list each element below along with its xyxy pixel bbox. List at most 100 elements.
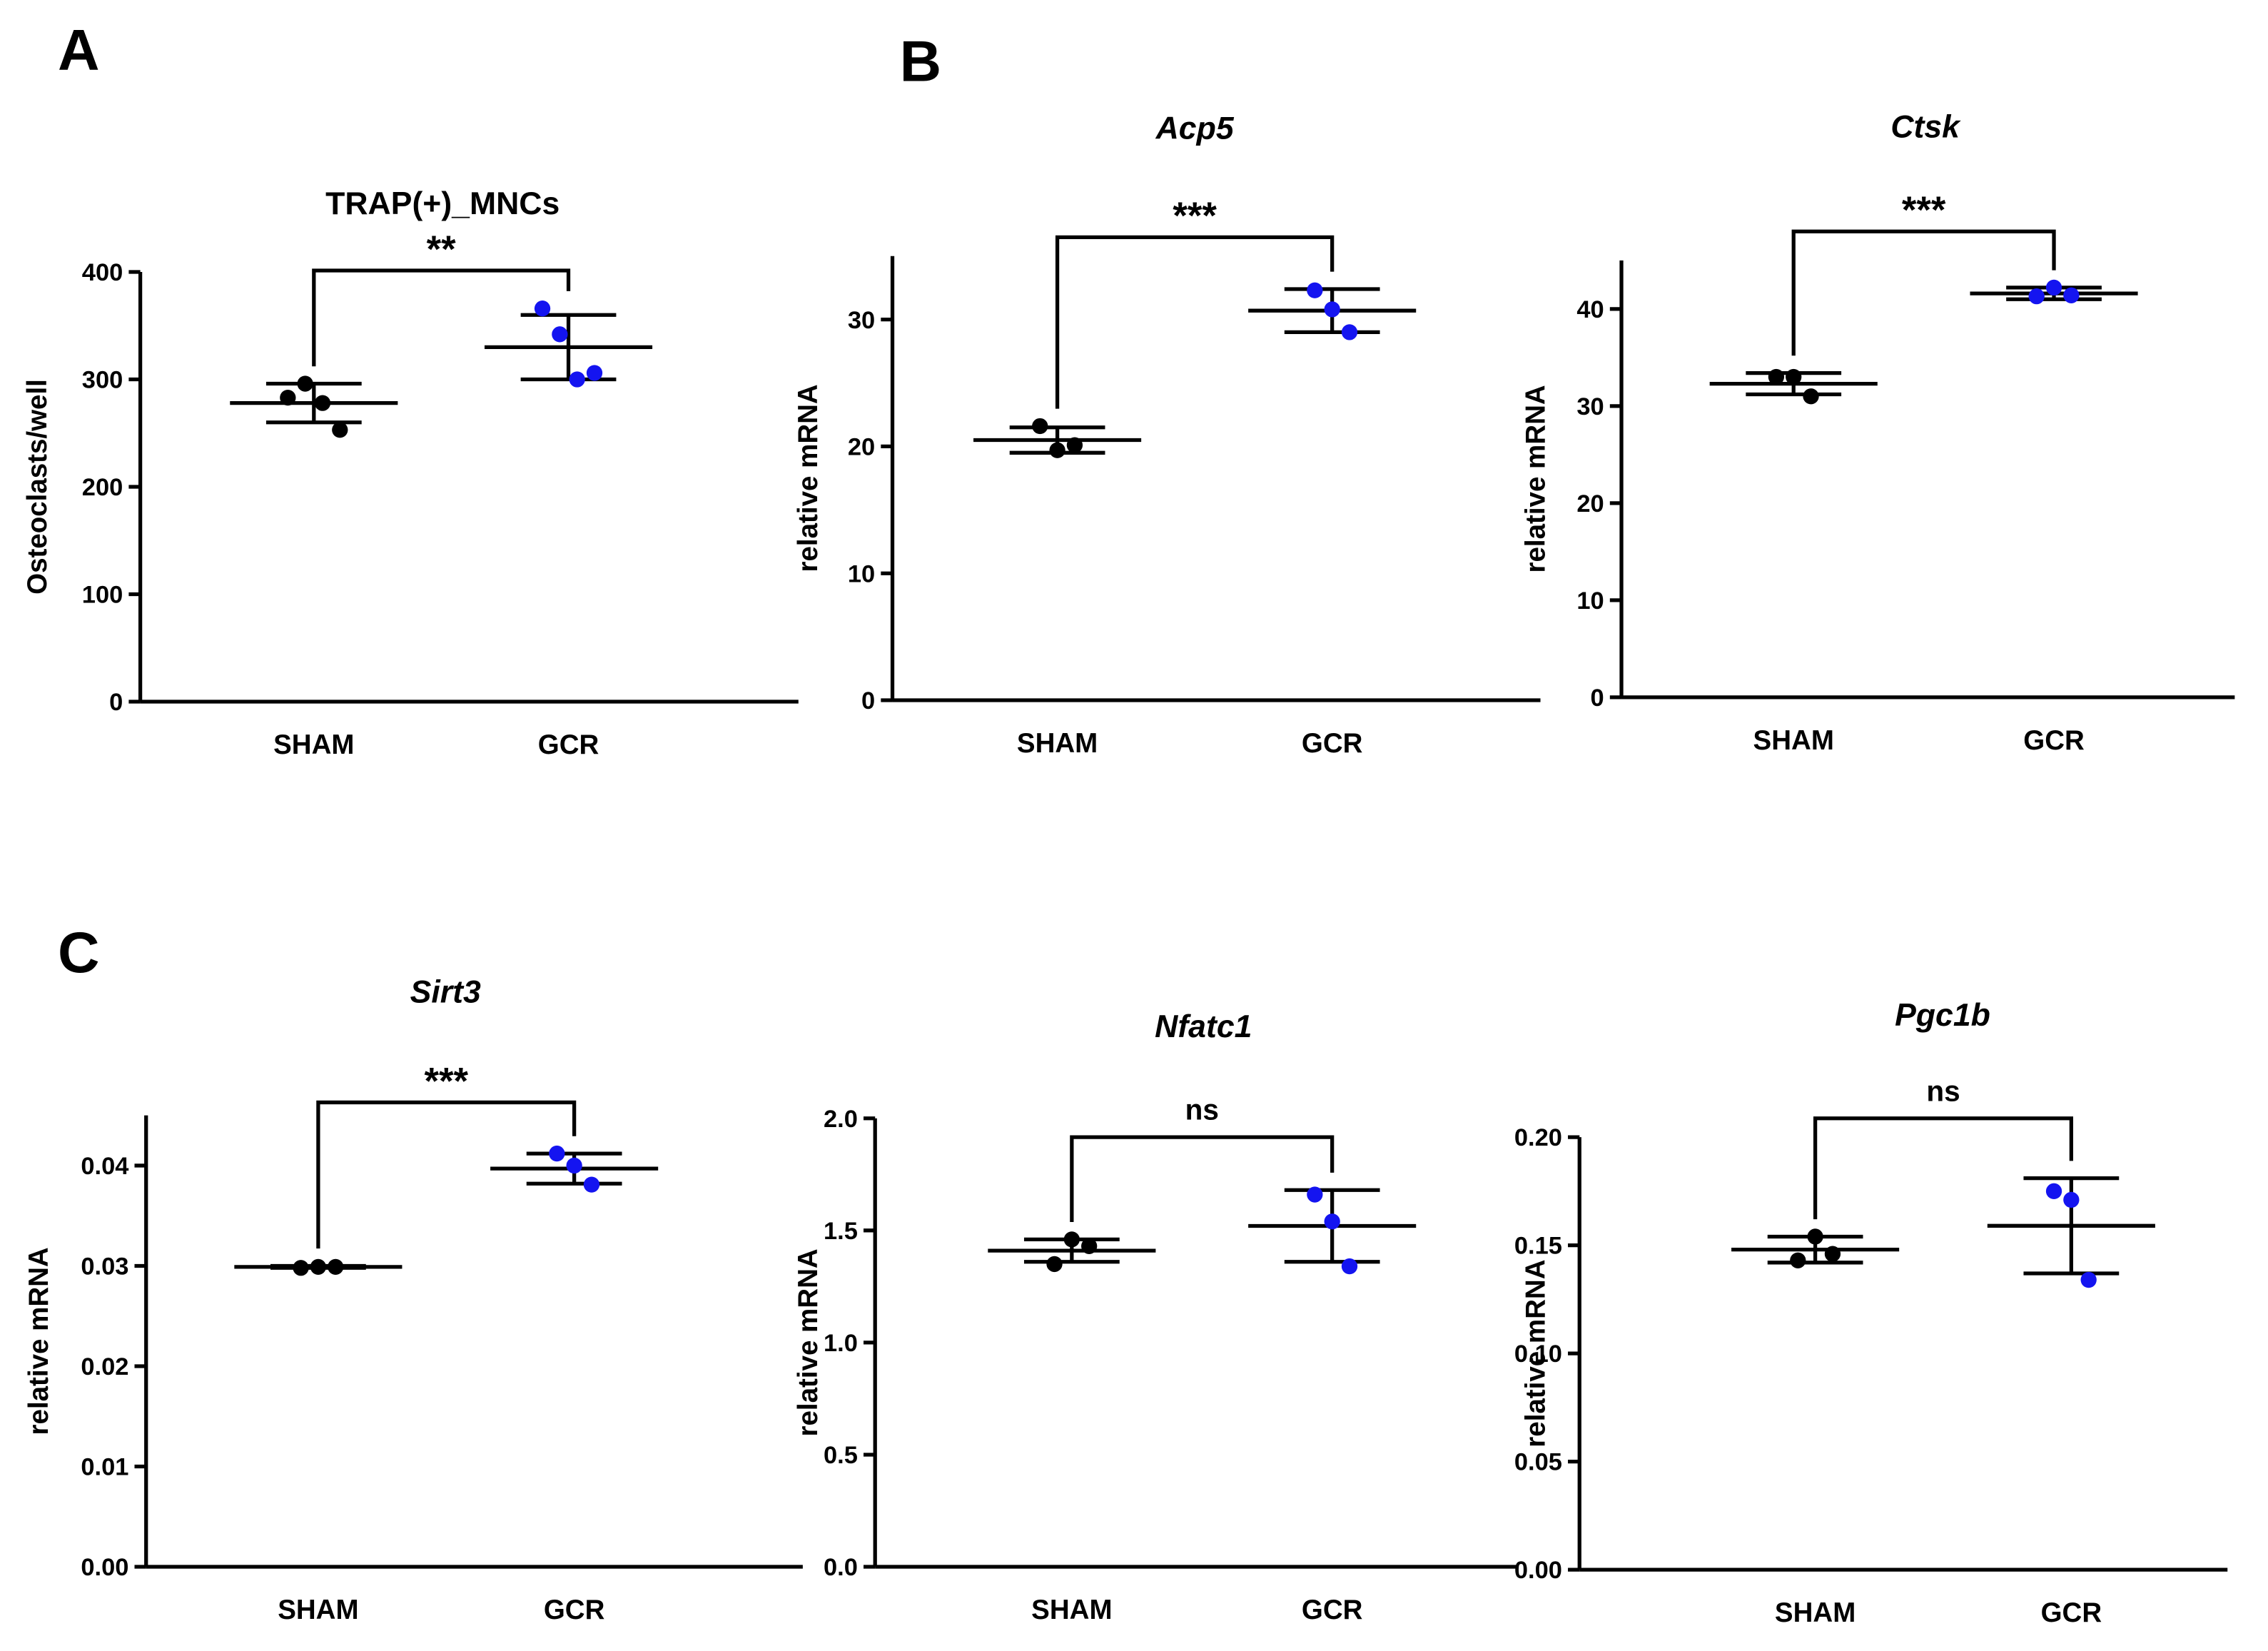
y-tick-label: 400 (82, 259, 123, 286)
x-tick-label: SHAM (1753, 725, 1834, 756)
data-point (586, 365, 603, 381)
x-tick-label: GCR (2023, 725, 2085, 756)
data-point (1063, 1231, 1080, 1248)
y-tick-label: 0.10 (1514, 1341, 1562, 1368)
x-tick-label: SHAM (1017, 728, 1098, 759)
y-tick-label: 0 (861, 687, 875, 715)
y-tick-label: 0.5 (824, 1442, 858, 1469)
y-tick-label: 200 (82, 474, 123, 501)
chart-title: Ctsk (1890, 110, 1961, 145)
significance-label: *** (1902, 189, 1946, 231)
data-point (314, 395, 331, 411)
data-point (1032, 418, 1048, 435)
data-point (2063, 1191, 2080, 1208)
y-axis-label: relative mRNA (1521, 385, 1551, 572)
y-tick-label: 0.00 (1514, 1557, 1562, 1584)
x-tick-label: SHAM (278, 1595, 358, 1625)
y-axis-label: relative mRNA (793, 384, 824, 572)
y-tick-label: 10 (1576, 587, 1604, 615)
significance-bracket (316, 1100, 577, 1249)
data-point (2045, 279, 2062, 296)
data-point (534, 301, 551, 317)
data-point (1307, 282, 1323, 298)
x-tick-label: GCR (544, 1595, 605, 1625)
panel-label: B (900, 30, 942, 94)
y-tick-label: 1.5 (824, 1218, 858, 1245)
panel-label: A (58, 18, 100, 82)
y-tick-label: 0.00 (81, 1554, 128, 1581)
y-tick-label: 0.05 (1514, 1449, 1562, 1476)
data-point (2080, 1271, 2097, 1288)
y-tick-label: 0.20 (1514, 1124, 1562, 1151)
chart-title: Pgc1b (1895, 998, 1990, 1033)
data-point (1341, 324, 1358, 340)
significance-label: ** (427, 228, 457, 271)
data-point (569, 371, 585, 388)
x-tick-label: SHAM (1031, 1595, 1112, 1625)
data-point (293, 1260, 309, 1276)
y-tick-label: 0.02 (81, 1353, 128, 1380)
data-point (1307, 1186, 1323, 1203)
x-tick-label: SHAM (1775, 1597, 1856, 1628)
chart-title: Nfatc1 (1155, 1009, 1252, 1044)
y-tick-label: 0.15 (1514, 1233, 1562, 1260)
data-point (1046, 1256, 1063, 1273)
panel-label: C (58, 921, 100, 985)
data-point (332, 422, 348, 438)
x-tick-label: GCR (1302, 728, 1363, 759)
significance-label: *** (1173, 195, 1217, 237)
data-point (328, 1258, 344, 1276)
y-tick-label: 2.0 (824, 1106, 858, 1133)
significance-bracket (1070, 1135, 1335, 1223)
chart-title: TRAP(+)_MNCs (325, 186, 560, 221)
data-point (310, 1258, 327, 1276)
y-axis-label: relative mRNA (793, 1248, 824, 1436)
y-tick-label: 1.0 (824, 1330, 858, 1357)
y-tick-label: 0.01 (81, 1454, 128, 1481)
y-tick-label: 10 (848, 560, 875, 587)
data-point (1341, 1258, 1358, 1275)
data-point (280, 389, 296, 406)
data-point (1066, 437, 1083, 453)
y-tick-label: 20 (1576, 490, 1604, 517)
y-axis-label: relative mRNA (1521, 1259, 1551, 1447)
x-tick-label: SHAM (273, 729, 354, 760)
x-tick-label: GCR (538, 729, 599, 760)
data-point (1324, 301, 1340, 318)
y-tick-label: 100 (82, 582, 123, 609)
data-point (1324, 1213, 1340, 1230)
data-point (1824, 1246, 1841, 1262)
chart-title: Sirt3 (410, 975, 481, 1010)
data-point (1790, 1252, 1806, 1268)
data-point (297, 375, 313, 392)
y-tick-label: 40 (1576, 296, 1604, 323)
y-tick-label: 0.04 (81, 1153, 128, 1180)
significance-bracket (312, 268, 571, 367)
significance-bracket (1813, 1116, 2073, 1220)
data-point (549, 1145, 565, 1162)
y-tick-label: 20 (848, 434, 875, 461)
data-point (1786, 368, 1802, 385)
y-tick-label: 0 (109, 689, 123, 716)
significance-bracket (1791, 229, 2056, 356)
y-axis-label: Osteoclasts/well (22, 379, 53, 595)
significance-label: ns (1926, 1074, 1960, 1107)
data-point (1081, 1238, 1098, 1254)
x-tick-label: GCR (1302, 1595, 1363, 1625)
data-point (2045, 1183, 2062, 1199)
data-point (552, 326, 568, 343)
y-tick-label: 30 (1576, 393, 1604, 420)
significance-bracket (1055, 235, 1335, 409)
y-axis-label: relative mRNA (24, 1247, 54, 1435)
y-tick-label: 30 (848, 307, 875, 334)
significance-label: *** (425, 1060, 469, 1102)
y-tick-label: 0.03 (81, 1253, 128, 1281)
chart-title: Acp5 (1155, 111, 1235, 146)
data-point (1768, 368, 1785, 385)
data-point (2063, 287, 2080, 303)
data-point (583, 1176, 600, 1193)
data-point (1803, 388, 1819, 405)
y-tick-label: 0.0 (824, 1554, 858, 1581)
